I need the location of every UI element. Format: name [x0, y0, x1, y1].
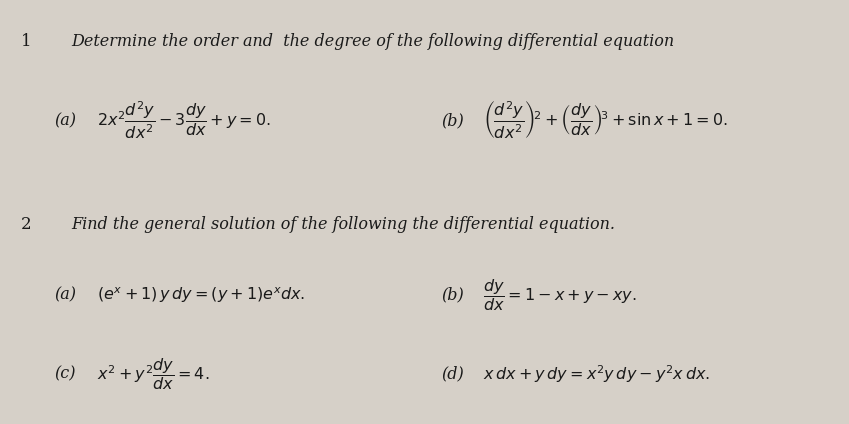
Text: (b): (b) [441, 287, 464, 304]
Text: $2x^2\dfrac{d^2y}{dx^2}-3\dfrac{dy}{dx}+y=0.$: $2x^2\dfrac{d^2y}{dx^2}-3\dfrac{dy}{dx}+… [97, 100, 271, 141]
Text: $(e^x+1)\,y\,dy=(y+1)e^x dx.$: $(e^x+1)\,y\,dy=(y+1)e^x dx.$ [97, 285, 305, 305]
Text: (a): (a) [54, 287, 76, 304]
Text: $x^2+y^2\dfrac{dy}{dx}=4.$: $x^2+y^2\dfrac{dy}{dx}=4.$ [97, 356, 209, 392]
Text: Find the general solution of the following the differential equation.: Find the general solution of the followi… [71, 216, 616, 233]
Text: (a): (a) [54, 112, 76, 129]
Text: $\dfrac{dy}{dx}=1-x+y-xy.$: $\dfrac{dy}{dx}=1-x+y-xy.$ [483, 277, 637, 313]
Text: (b): (b) [441, 112, 464, 129]
Text: (c): (c) [54, 365, 76, 382]
Text: 1: 1 [21, 33, 31, 50]
Text: $\left(\dfrac{d^2y}{dx^2}\right)^{\!2}+\left(\dfrac{dy}{dx}\right)^{\!3}+\sin x+: $\left(\dfrac{d^2y}{dx^2}\right)^{\!2}+\… [483, 100, 728, 141]
Text: (d): (d) [441, 365, 464, 382]
Text: $x\,dx+y\,dy=x^2 y\,dy-y^2 x\,dx.$: $x\,dx+y\,dy=x^2 y\,dy-y^2 x\,dx.$ [483, 363, 711, 385]
Text: 2: 2 [21, 216, 31, 233]
Text: Determine the order and  the degree of the following differential equation: Determine the order and the degree of th… [71, 33, 675, 50]
